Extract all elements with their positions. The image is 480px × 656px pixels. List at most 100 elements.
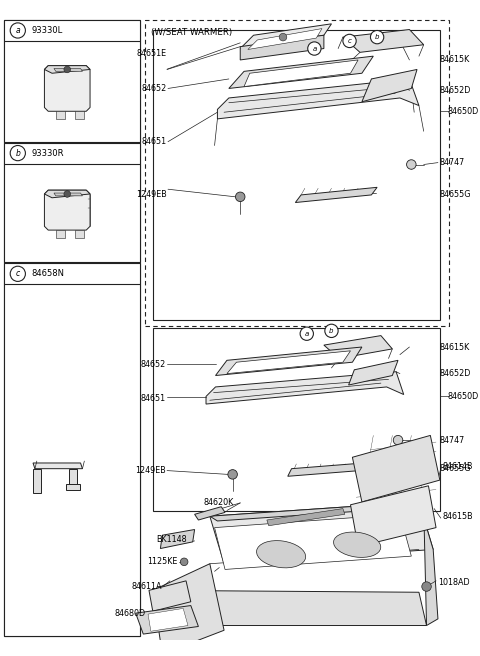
Ellipse shape (257, 541, 306, 568)
Text: 84615K: 84615K (440, 56, 470, 64)
Text: 84652D: 84652D (440, 369, 471, 378)
Polygon shape (295, 188, 377, 203)
Polygon shape (229, 56, 373, 89)
Text: 84747: 84747 (440, 436, 465, 445)
Text: BK1148: BK1148 (156, 535, 187, 544)
Polygon shape (343, 30, 424, 52)
Bar (4, 142, 141, 262)
Polygon shape (160, 529, 194, 548)
Polygon shape (45, 66, 90, 112)
Circle shape (393, 436, 403, 445)
Circle shape (308, 42, 321, 55)
Text: a: a (15, 26, 20, 35)
Bar (153, 328, 440, 510)
Circle shape (64, 66, 71, 73)
Circle shape (236, 192, 245, 201)
Polygon shape (217, 79, 419, 119)
Text: 84651: 84651 (142, 137, 167, 146)
Text: 1249EB: 1249EB (136, 190, 167, 199)
Polygon shape (419, 502, 438, 626)
Circle shape (64, 191, 71, 197)
Circle shape (371, 30, 384, 44)
Polygon shape (244, 60, 358, 87)
Text: 1125KE: 1125KE (147, 558, 178, 566)
Circle shape (300, 327, 313, 340)
Polygon shape (215, 514, 411, 569)
Polygon shape (45, 66, 90, 73)
Bar (153, 30, 440, 320)
Polygon shape (148, 608, 188, 631)
Circle shape (10, 146, 25, 161)
Text: 1249EB: 1249EB (135, 466, 166, 475)
Polygon shape (149, 581, 191, 611)
Text: 84655G: 84655G (440, 190, 471, 199)
Polygon shape (350, 486, 436, 546)
Text: 84747: 84747 (440, 158, 465, 167)
Text: 84652: 84652 (141, 359, 166, 369)
Polygon shape (240, 24, 332, 49)
Polygon shape (288, 463, 364, 476)
Circle shape (180, 558, 188, 565)
Polygon shape (210, 502, 433, 564)
Circle shape (10, 23, 25, 38)
Polygon shape (136, 605, 198, 634)
Text: 84614B: 84614B (443, 462, 473, 471)
Circle shape (228, 470, 238, 479)
Bar (4, 263, 141, 636)
Polygon shape (227, 351, 350, 374)
Polygon shape (66, 484, 80, 489)
Polygon shape (248, 29, 322, 49)
Text: b: b (15, 149, 20, 157)
Polygon shape (206, 372, 404, 404)
Polygon shape (75, 230, 84, 237)
Circle shape (10, 266, 25, 281)
Polygon shape (54, 68, 83, 72)
Polygon shape (75, 112, 84, 119)
Polygon shape (352, 436, 440, 502)
Text: (W/SEAT WARMER): (W/SEAT WARMER) (151, 28, 232, 37)
Polygon shape (45, 190, 90, 230)
Circle shape (343, 34, 356, 48)
Circle shape (422, 582, 432, 591)
Text: 93330L: 93330L (31, 26, 62, 35)
Polygon shape (56, 230, 65, 237)
Polygon shape (324, 336, 392, 358)
Text: b: b (329, 328, 334, 334)
Polygon shape (153, 590, 427, 626)
Text: 84658N: 84658N (31, 270, 64, 278)
Text: 84651E: 84651E (137, 49, 167, 58)
Bar (145, 20, 449, 326)
Bar (4, 20, 141, 636)
Polygon shape (69, 468, 77, 484)
Circle shape (407, 160, 416, 169)
Text: 84651: 84651 (141, 394, 166, 403)
Polygon shape (267, 508, 345, 525)
Bar (4, 20, 141, 142)
Text: 84655G: 84655G (440, 464, 471, 473)
Ellipse shape (334, 532, 381, 558)
Polygon shape (210, 502, 424, 521)
Circle shape (279, 33, 287, 41)
Polygon shape (348, 360, 398, 385)
Polygon shape (240, 35, 324, 60)
Text: 84611A: 84611A (132, 582, 162, 591)
Text: 93330R: 93330R (31, 149, 64, 157)
Circle shape (325, 324, 338, 337)
Polygon shape (45, 190, 90, 197)
Text: a: a (312, 45, 316, 52)
Text: 84652: 84652 (142, 84, 167, 93)
Text: c: c (16, 270, 20, 278)
Text: b: b (375, 34, 379, 40)
Polygon shape (54, 193, 83, 196)
Text: 84650D: 84650D (447, 107, 479, 115)
Polygon shape (362, 70, 417, 102)
Polygon shape (56, 112, 65, 119)
Text: 84650D: 84650D (447, 392, 479, 401)
Text: 84652D: 84652D (440, 86, 471, 95)
Polygon shape (33, 468, 41, 493)
Polygon shape (33, 463, 83, 468)
Text: a: a (305, 331, 309, 337)
Text: 84680D: 84680D (114, 609, 145, 618)
Text: 84620K: 84620K (204, 499, 234, 507)
Text: 84615K: 84615K (440, 342, 470, 352)
